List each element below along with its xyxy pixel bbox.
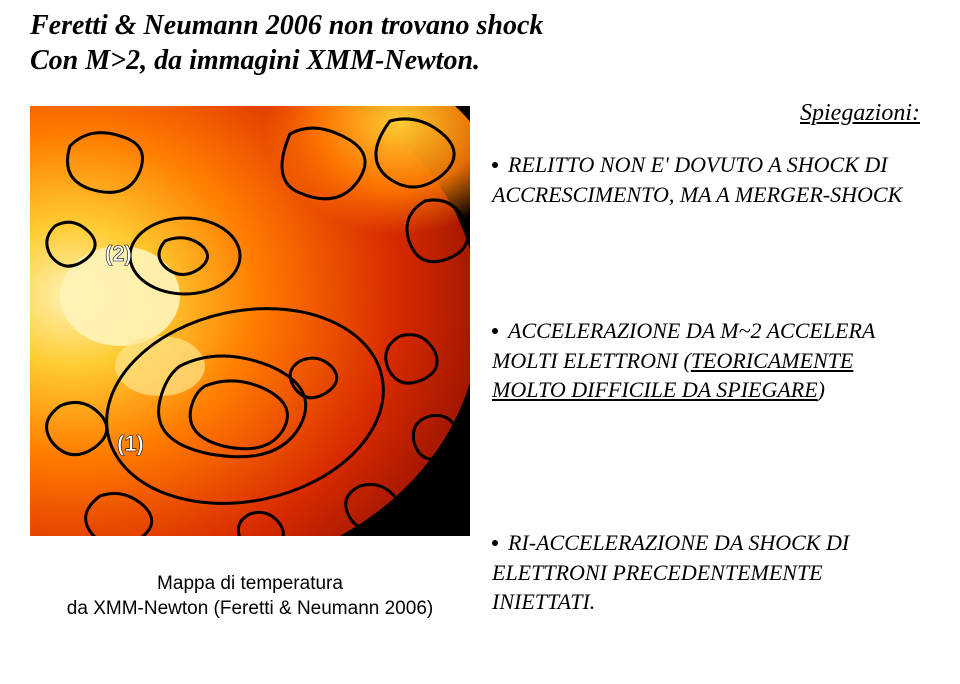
bullet-2-suffix: ) — [818, 377, 825, 402]
page-title: Feretti & Neumann 2006 non trovano shock… — [30, 8, 543, 78]
bullet-dot-icon — [492, 162, 498, 168]
bullet-3-text: RI-ACCELERAZIONE DA SHOCK DI ELETTRONI P… — [492, 530, 849, 614]
figure-caption: Mappa di temperaturada XMM-Newton (Feret… — [30, 572, 470, 621]
temperature-map-figure: (1) (2) — [30, 106, 470, 536]
temperature-map-svg: (1) (2) — [30, 106, 470, 536]
marker-1-label: (1) — [117, 431, 144, 456]
explanations-heading: Spiegazioni: — [800, 100, 920, 127]
bullet-3: RI-ACCELERAZIONE DA SHOCK DI ELETTRONI P… — [492, 528, 922, 617]
marker-2-label: (2) — [105, 241, 132, 266]
bullet-1-text: RELITTO NON E' DOVUTO A SHOCK DI ACCRESC… — [492, 152, 902, 207]
bullet-2: ACCELERAZIONE DA M~2 ACCELERA MOLTI ELET… — [492, 316, 932, 405]
bullet-dot-icon — [492, 328, 498, 334]
bullet-1: RELITTO NON E' DOVUTO A SHOCK DI ACCRESC… — [492, 150, 932, 209]
bullet-dot-icon — [492, 540, 498, 546]
